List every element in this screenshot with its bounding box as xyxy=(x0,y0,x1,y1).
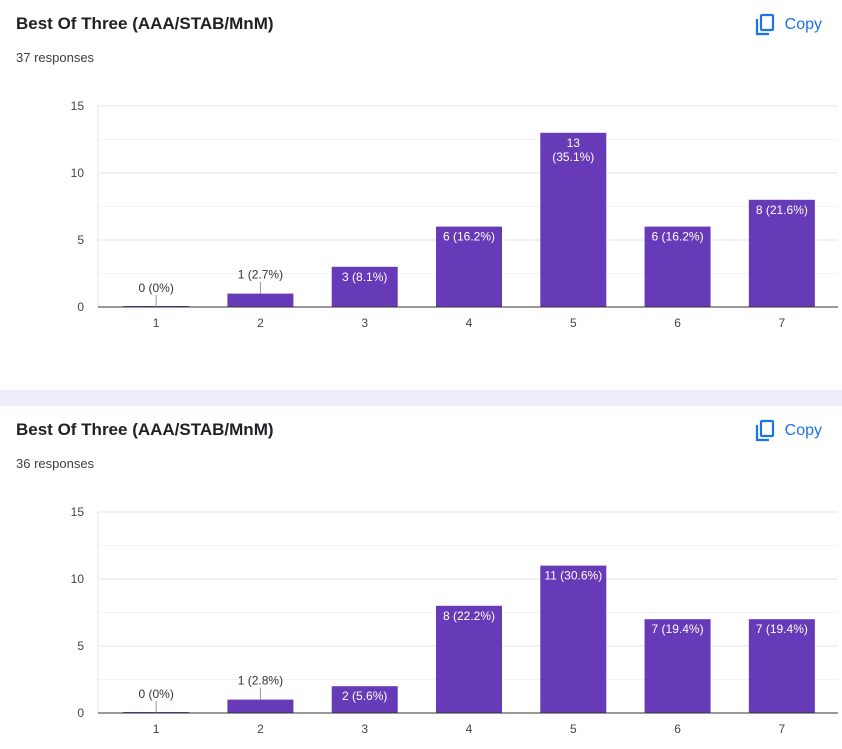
data-label: 0 (0%) xyxy=(138,281,173,295)
x-tick-label: 5 xyxy=(570,722,577,736)
copy-label: Copy xyxy=(784,16,822,33)
bar-chart: 0 5 10 15 1 0 (0%) 2 1 (2.7%) 3 3 (8.1%) 4 6 (16.2%… xyxy=(71,99,838,330)
bar xyxy=(644,226,711,307)
y-tick-label: 10 xyxy=(71,166,85,180)
x-tick-label: 3 xyxy=(361,316,368,330)
bar-chart: 0 5 10 15 1 0 (0%) 2 1 (2.8%) 3 2 (5.6%) 4 8 (22.2%… xyxy=(71,505,838,736)
y-tick-label: 0 xyxy=(77,706,84,720)
data-label: 8 (22.2%) xyxy=(443,609,495,623)
x-tick-label: 2 xyxy=(257,722,264,736)
x-tick-label: 2 xyxy=(257,316,264,330)
data-label: 2 (5.6%) xyxy=(342,689,387,703)
data-label: 7 (19.4%) xyxy=(756,622,808,636)
data-label: 7 (19.4%) xyxy=(652,622,704,636)
bar xyxy=(748,619,815,713)
x-tick-label: 3 xyxy=(361,722,368,736)
y-tick-label: 15 xyxy=(71,505,85,519)
bar xyxy=(540,132,607,307)
data-label: 1 (2.7%) xyxy=(238,268,283,282)
y-tick-label: 0 xyxy=(77,300,84,314)
copy-icon xyxy=(755,419,774,442)
copy-icon xyxy=(755,13,774,36)
data-label: 6 (16.2%) xyxy=(443,230,495,244)
data-label: (35.1%) xyxy=(552,150,594,164)
y-tick-label: 5 xyxy=(77,639,84,653)
copy-button[interactable]: Copy xyxy=(755,11,822,39)
data-label: 8 (21.6%) xyxy=(756,203,808,217)
chart-title: Best Of Three (AAA/STAB/MnM) xyxy=(16,14,274,33)
bar xyxy=(644,619,711,713)
bar xyxy=(436,226,502,307)
x-tick-label: 4 xyxy=(466,722,473,736)
y-tick-label: 15 xyxy=(71,99,85,113)
y-tick-label: 10 xyxy=(71,572,85,586)
data-label: 0 (0%) xyxy=(138,687,173,701)
x-tick-label: 7 xyxy=(779,316,786,330)
data-label: 6 (16.2%) xyxy=(652,230,704,244)
y-tick-label: 5 xyxy=(77,233,84,247)
response-count: 37 responses xyxy=(16,50,95,65)
data-label: 1 (2.8%) xyxy=(238,674,283,688)
chart-card-2: Best Of Three (AAA/STAB/MnM) 36 response… xyxy=(0,406,842,749)
x-tick-label: 7 xyxy=(779,722,786,736)
bar xyxy=(227,293,294,307)
data-label: 11 (30.6%) xyxy=(544,569,602,583)
chart-title: Best Of Three (AAA/STAB/MnM) xyxy=(16,420,274,439)
x-tick-label: 6 xyxy=(674,316,681,330)
bar xyxy=(227,699,294,713)
data-label: 13 xyxy=(567,136,581,150)
bar xyxy=(436,605,502,713)
bar xyxy=(540,565,607,713)
response-count: 36 responses xyxy=(16,456,95,471)
x-tick-label: 4 xyxy=(466,316,473,330)
x-tick-label: 5 xyxy=(570,316,577,330)
bar xyxy=(331,266,398,307)
x-tick-label: 1 xyxy=(153,316,160,330)
bar xyxy=(331,686,398,713)
x-tick-label: 1 xyxy=(153,722,160,736)
copy-label: Copy xyxy=(784,422,822,439)
data-label: 3 (8.1%) xyxy=(342,270,387,284)
chart-card-1: Best Of Three (AAA/STAB/MnM) 37 response… xyxy=(0,0,842,390)
bar xyxy=(748,199,815,307)
x-tick-label: 6 xyxy=(674,722,681,736)
copy-button[interactable]: Copy xyxy=(755,417,822,445)
